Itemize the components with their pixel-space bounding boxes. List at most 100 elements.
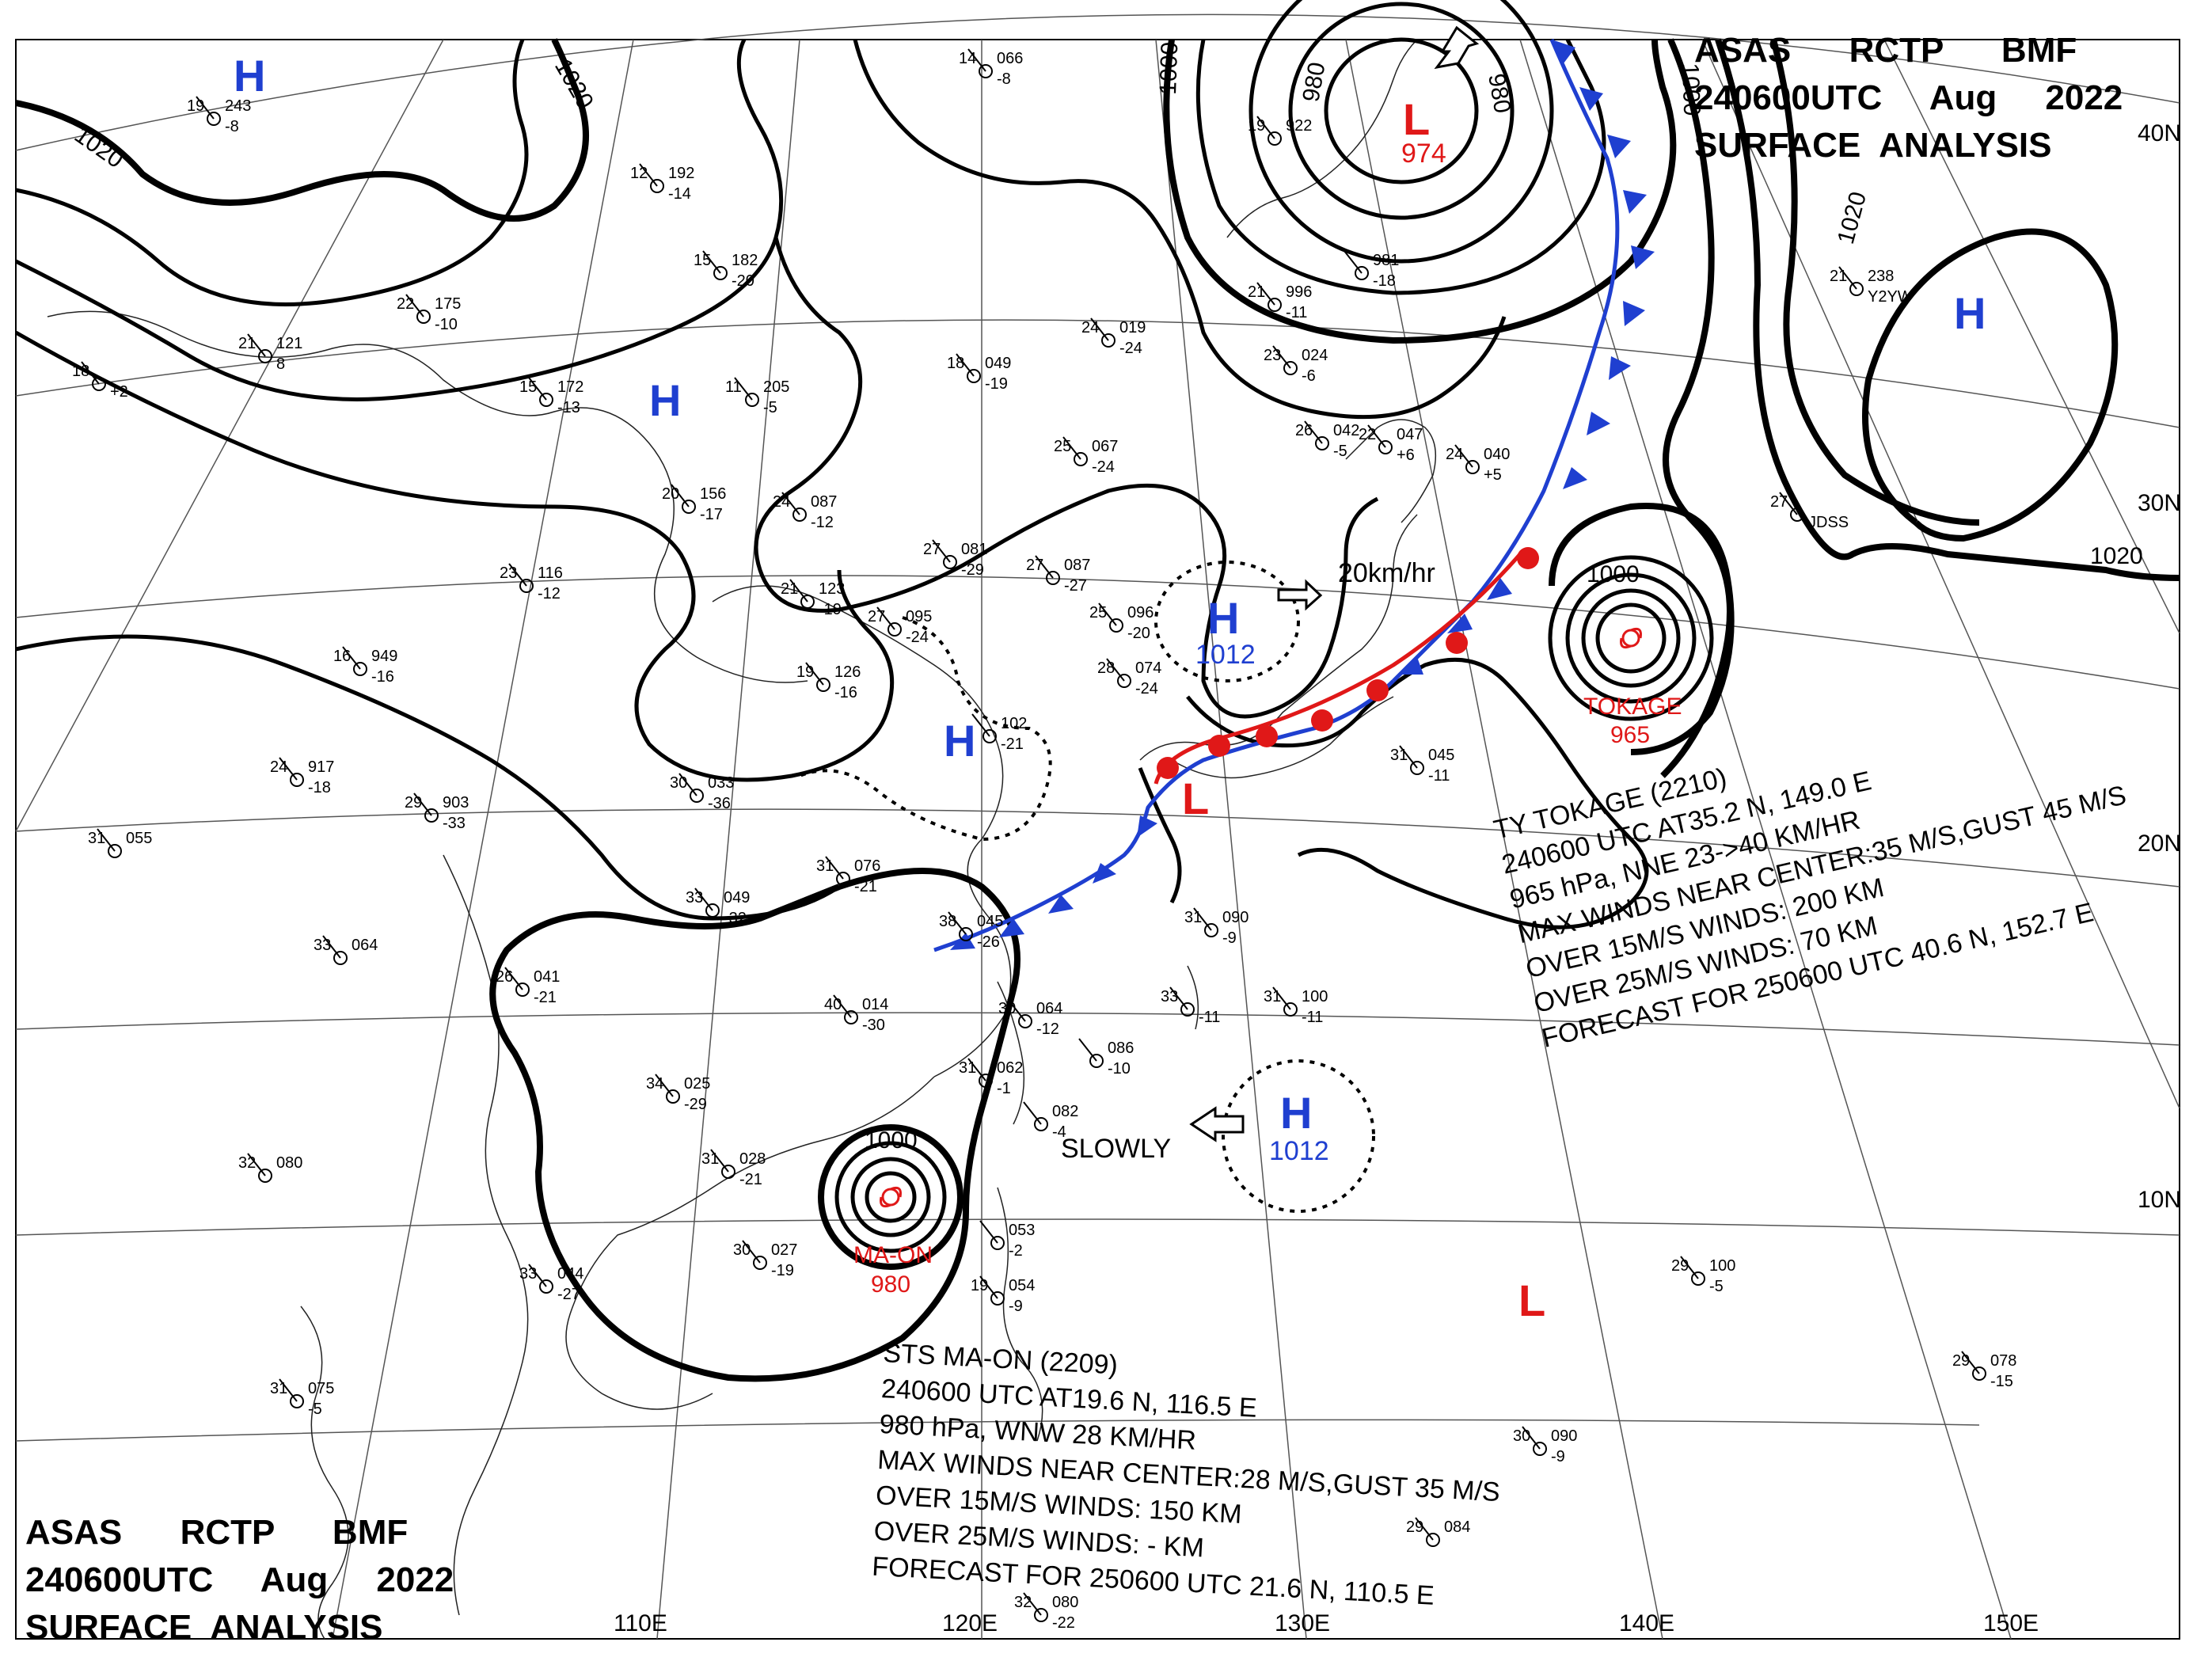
station-pressure: 055	[126, 830, 152, 847]
station-plot: 26 041 -21	[496, 967, 560, 1006]
station-pressure: 064	[352, 937, 378, 954]
station-plot: 31 062 -1	[959, 1058, 1023, 1097]
station-plot: 19 054 -9	[971, 1275, 1035, 1315]
station-circle-icon	[519, 579, 534, 593]
typhoon-symbols: TOKAGE 965 MA-ON 980	[853, 627, 1682, 1298]
station-plot: 22 047 +6	[1359, 424, 1423, 464]
station-pressure: 042	[1333, 422, 1359, 439]
station-tendency: -5	[1333, 443, 1347, 460]
station-temp: 26	[1295, 422, 1313, 439]
wind-barb-icon	[979, 1220, 998, 1244]
station-plot: 33 044 -27	[519, 1264, 583, 1303]
station-temp: 16	[333, 648, 351, 665]
station-plot: 18 049 -19	[947, 353, 1011, 393]
high-center-label: H	[1280, 1088, 1312, 1138]
wind-barb-icon	[1078, 1038, 1097, 1062]
station-plot: 20 156 -17	[662, 484, 726, 523]
wind-barb-icon	[1023, 1592, 1042, 1616]
station-temp: 21	[1830, 268, 1847, 285]
station-tendency: -29	[684, 1096, 707, 1113]
wind-barb-icon	[1062, 436, 1081, 460]
station-circle-icon	[1465, 460, 1480, 474]
station-pressure: 078	[1990, 1352, 2016, 1370]
lon-label-120e: 120E	[942, 1610, 998, 1636]
station-circle-icon	[959, 927, 973, 941]
wind-barb-icon	[1035, 555, 1054, 579]
station-plot: 27 087 -27	[1026, 555, 1090, 595]
station-circle-icon	[990, 1291, 1005, 1306]
station-circle-icon	[792, 507, 807, 522]
wind-barb-icon	[1415, 1517, 1434, 1541]
high-center-label: H	[1207, 593, 1239, 643]
movement-speed: 20km/hr	[1338, 558, 1435, 588]
station-pressure: 903	[443, 794, 469, 811]
station-circle-icon	[990, 1236, 1005, 1250]
map-frame	[15, 39, 2180, 1640]
wind-barb-icon	[1256, 116, 1275, 139]
station-circle-icon	[1315, 436, 1329, 450]
station-temp: 34	[646, 1075, 663, 1093]
wind-barb-icon	[805, 662, 824, 686]
station-temp: 21	[781, 580, 798, 598]
dashed-isobars	[799, 561, 1375, 1213]
typhoon-tokage: TOKAGE 965	[1583, 627, 1682, 748]
station-temp: 24	[270, 758, 287, 776]
station-temp: 18	[72, 363, 89, 380]
wind-barb-icon	[1169, 986, 1188, 1010]
station-temp: 19	[796, 663, 814, 681]
station-tendency: -12	[811, 514, 834, 531]
station-pressure: 062	[997, 1059, 1023, 1077]
lat-label-10n: 10N	[2138, 1187, 2181, 1213]
station-plot: 27 095 -24	[868, 606, 932, 646]
wind-barb-icon	[504, 967, 523, 990]
station-circle-icon	[1101, 333, 1116, 348]
lat-label-30n: 30N	[2138, 490, 2181, 516]
wind-barb-icon	[678, 773, 697, 796]
station-plot: 29 100 -5	[1671, 1256, 1735, 1295]
station-pressure: 081	[961, 541, 987, 558]
station-circle-icon	[943, 555, 957, 569]
station-plot: 29 903 -33	[405, 792, 469, 832]
wind-barb-icon	[81, 361, 100, 385]
station-tendency: -5	[1709, 1278, 1724, 1295]
station-temp: 15	[694, 252, 711, 269]
station-temp: 29	[1671, 1257, 1689, 1275]
station-tendency: -20	[1127, 625, 1150, 642]
station-plot: 24 019 -24	[1081, 317, 1146, 357]
station-tendency: -21	[739, 1171, 762, 1188]
station-circle-icon	[1426, 1533, 1440, 1547]
station-tendency: -24	[906, 629, 929, 646]
station-temp: 27	[868, 608, 885, 625]
wind-barb-icon	[342, 646, 361, 670]
wind-barb-icon	[979, 1275, 998, 1299]
station-pressure: 917	[308, 758, 334, 776]
station-circle-icon	[539, 1279, 553, 1294]
station-tendency: -11	[1302, 1009, 1323, 1026]
high-center-label: H	[1954, 288, 1986, 338]
station-pressure: 028	[739, 1150, 766, 1168]
station-plot: 32 080 -22	[1014, 1592, 1078, 1632]
station-tendency: -9	[1009, 1298, 1023, 1315]
station-plot: 31 028 -21	[701, 1149, 766, 1188]
station-circle-icon	[1283, 1002, 1298, 1017]
low-center-value: 974	[1401, 139, 1446, 169]
wind-barb-icon	[710, 1149, 729, 1173]
station-circle-icon	[1355, 266, 1369, 280]
station-pressure: 102	[1001, 715, 1027, 732]
wind-barb-icon	[655, 1074, 674, 1097]
station-tendency: -14	[668, 185, 691, 203]
station-circle-icon	[416, 310, 431, 324]
station-circle-icon	[713, 266, 728, 280]
station-tendency: -16	[371, 668, 394, 686]
station-tendency: -5	[763, 399, 777, 416]
station-circle-icon	[1018, 1014, 1032, 1028]
station-tendency: -1	[997, 1080, 1011, 1097]
station-tendency: -33	[443, 815, 466, 832]
isobar-label: 1000	[1587, 561, 1640, 587]
lon-label-130e: 130E	[1275, 1610, 1330, 1636]
station-tendency: -27	[557, 1286, 580, 1303]
wind-barb-icon	[948, 911, 967, 935]
fronts	[933, 39, 1655, 952]
station-plot: 31 075 -5	[270, 1378, 334, 1418]
station-plot: 21 996 -11	[1248, 282, 1312, 321]
